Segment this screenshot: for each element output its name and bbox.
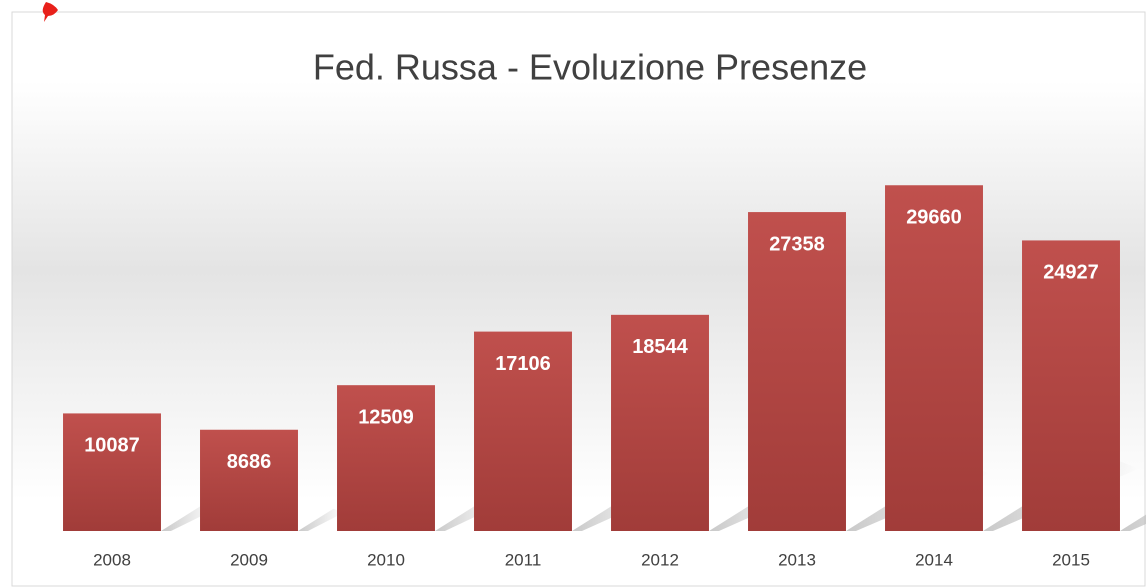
bar xyxy=(611,314,709,531)
bar xyxy=(1022,240,1120,531)
bar-shadow xyxy=(1119,514,1146,531)
x-tick-label: 2010 xyxy=(367,550,405,569)
bar xyxy=(337,385,435,531)
bar xyxy=(474,331,572,531)
data-label: 18544 xyxy=(632,336,688,358)
bar xyxy=(748,212,846,531)
x-tick-label: 2009 xyxy=(230,550,268,569)
bar xyxy=(885,185,983,531)
x-tick-label: 2015 xyxy=(1052,550,1090,569)
bar xyxy=(200,429,298,531)
data-label: 27358 xyxy=(769,233,825,255)
data-label: 17106 xyxy=(495,353,551,375)
chart-title: Fed. Russa - Evoluzione Presenze xyxy=(313,47,867,88)
data-label: 10087 xyxy=(84,435,140,457)
bar-shadow xyxy=(297,508,344,531)
data-label: 12509 xyxy=(358,406,414,428)
x-tick-label: 2012 xyxy=(641,550,679,569)
pin-icon xyxy=(42,2,58,22)
data-label: 8686 xyxy=(227,451,272,473)
x-tick-label: 2014 xyxy=(915,550,953,569)
data-label: 29660 xyxy=(906,207,962,229)
x-tick-label: 2008 xyxy=(93,550,131,569)
data-label: 24927 xyxy=(1043,262,1099,284)
x-tick-label: 2011 xyxy=(505,550,542,569)
x-tick-label: 2013 xyxy=(778,550,816,569)
bar xyxy=(63,413,161,531)
